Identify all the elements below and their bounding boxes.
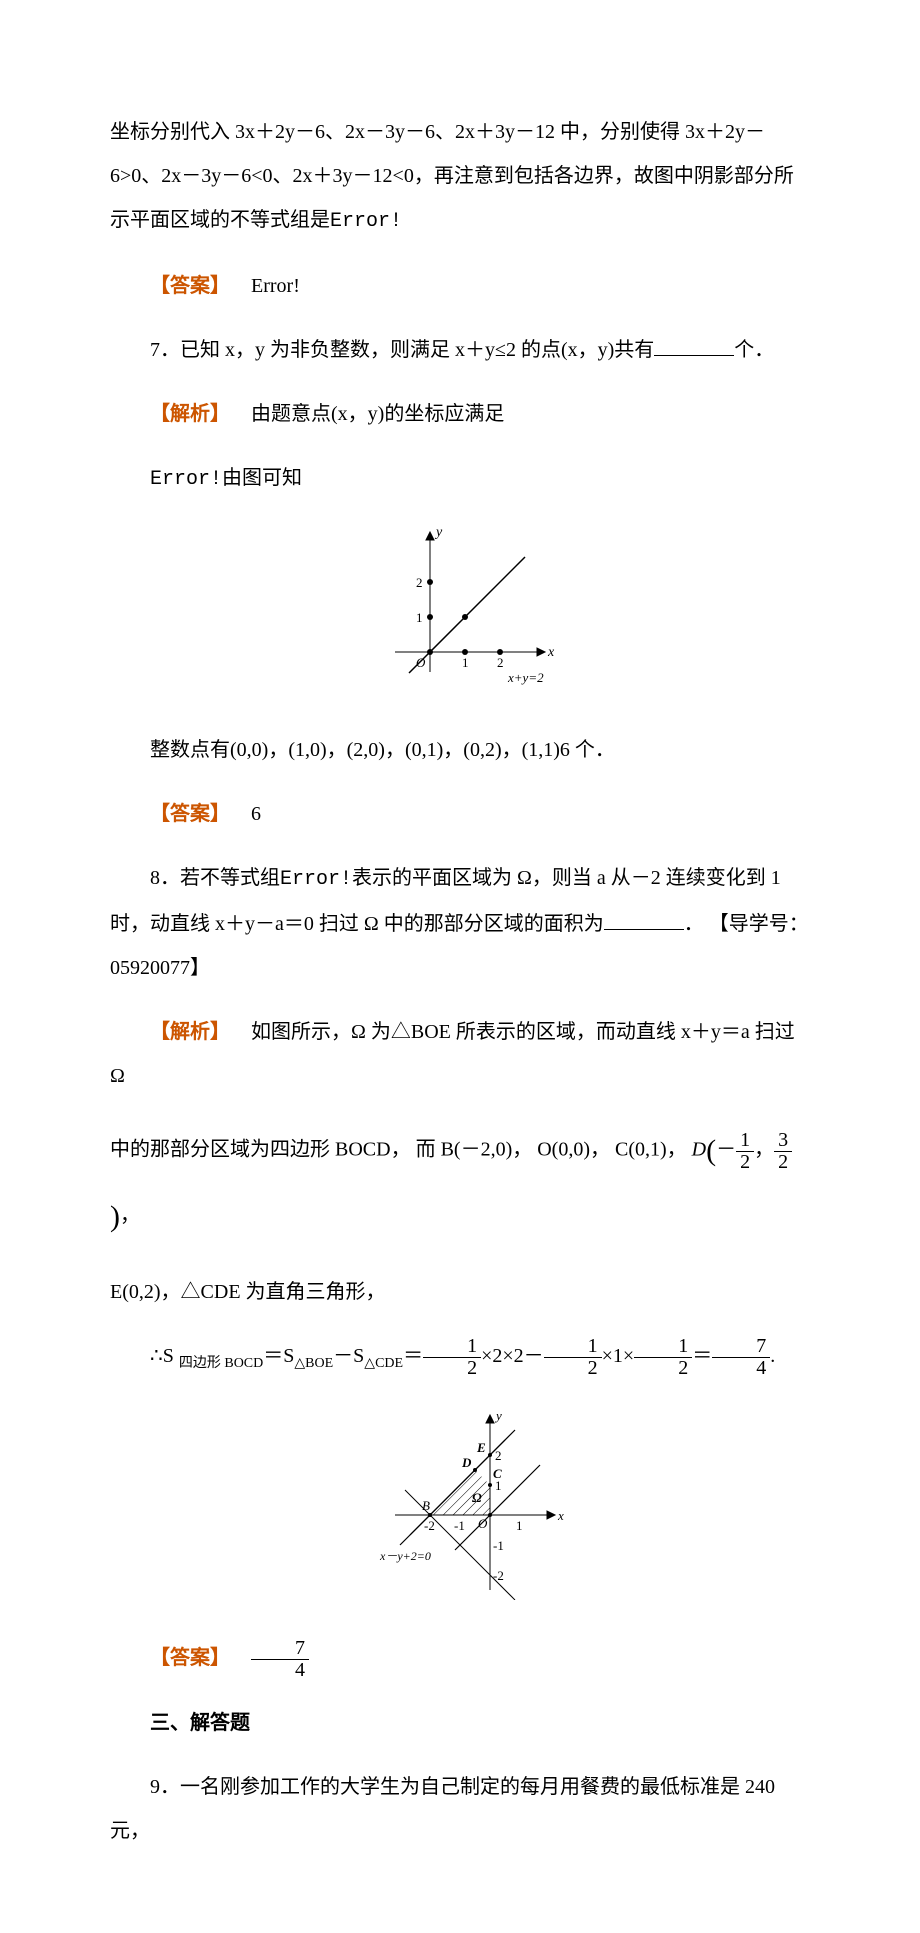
intro-error-1: Error! xyxy=(330,210,402,233)
svg-text:x: x xyxy=(557,1508,564,1523)
q8-figure: -2 -1 1 1 2 -1 -2 O x y B C D E Ω x－y+2=… xyxy=(110,1400,810,1616)
rparen-icon: ) xyxy=(110,1200,120,1233)
q8-D-y-frac: 32 xyxy=(774,1130,792,1173)
svg-text:x: x xyxy=(547,645,555,660)
svg-text:O: O xyxy=(478,1516,488,1531)
formula-sub1: 四边形 BOCD xyxy=(179,1356,263,1371)
intro-text: 坐标分别代入 3x＋2y－6、2x－3y－6、2x＋3y－12 中，分别使得 3… xyxy=(110,121,794,231)
q7-answer-value: 6 xyxy=(251,803,261,825)
svg-text:2: 2 xyxy=(416,575,423,590)
svg-text:C: C xyxy=(493,1466,502,1481)
svg-text:-2: -2 xyxy=(493,1568,504,1583)
svg-text:2: 2 xyxy=(497,655,504,670)
svg-text:-1: -1 xyxy=(454,1518,465,1533)
formula-t2: ×1× xyxy=(602,1345,635,1367)
svg-text:x+y=2: x+y=2 xyxy=(507,670,544,685)
q7-svg: x y O 1 2 1 2 x+y=2 xyxy=(350,522,570,692)
analysis-label: 【解析】 xyxy=(150,403,230,425)
formula-f3: 12 xyxy=(634,1336,692,1379)
formula-f2: 12 xyxy=(544,1336,602,1379)
q8-analysis-line1: 【解析】 如图所示，Ω 为△BOE 所表示的区域，而动直线 x＋y＝a 扫过 Ω xyxy=(110,1010,810,1098)
q7-error-line: Error!由图可知 xyxy=(110,456,810,502)
q8-answer-value: 74 xyxy=(251,1647,309,1669)
svg-text:E: E xyxy=(476,1440,486,1455)
q8-stem: 8．若不等式组Error!表示的平面区域为 Ω，则当 a 从－2 连续变化到 1… xyxy=(110,856,810,990)
svg-text:1: 1 xyxy=(462,655,469,670)
comma: ， xyxy=(754,1139,774,1161)
svg-text:y: y xyxy=(434,525,443,540)
q7-error: Error! xyxy=(150,468,222,491)
q8-D-prefix: D xyxy=(692,1139,706,1161)
q8-analysis-line2: 中的那部分区域为四边形 BOCD， 而 B(－2,0)， O(0,0)， C(0… xyxy=(110,1118,810,1250)
formula-lead: ∴S xyxy=(150,1345,179,1367)
q8-text-c: ． xyxy=(684,913,704,935)
q8-number: 8． xyxy=(150,867,180,889)
intro-answer-value: Error! xyxy=(251,275,300,297)
comma2: ， xyxy=(120,1205,140,1227)
q7-text-a: 已知 x，y 为非负整数，则满足 x＋y≤2 的点(x，y)共有 xyxy=(180,339,654,361)
svg-text:1: 1 xyxy=(516,1518,523,1533)
answer-label: 【答案】 xyxy=(150,1647,230,1669)
formula-sub2: △BOE xyxy=(294,1356,333,1371)
q7-answer-line: 【答案】 6 xyxy=(110,792,810,836)
svg-text:Ω: Ω xyxy=(472,1490,482,1505)
q8-blank xyxy=(604,909,684,930)
q7-text-b: 个． xyxy=(734,339,774,361)
q8-D-x-frac: 12 xyxy=(736,1130,754,1173)
q7-after-error: 由图可知 xyxy=(222,467,302,489)
q8-answer-line: 【答案】 74 xyxy=(110,1636,810,1681)
q7-figure: x y O 1 2 1 2 x+y=2 xyxy=(110,522,810,708)
formula-eq: ＝S xyxy=(263,1345,294,1367)
formula-t3: ＝ xyxy=(692,1345,712,1367)
svg-text:-1: -1 xyxy=(493,1538,504,1553)
formula-t1: ×2×2－ xyxy=(481,1345,544,1367)
q8-analysis-b: 中的那部分区域为四边形 BOCD， 而 B(－2,0)， O(0,0)， C(0… xyxy=(110,1139,687,1161)
q7-blank xyxy=(654,335,734,356)
q9-text: 一名刚参加工作的大学生为自己制定的每月用餐费的最低标准是 240 元， xyxy=(110,1776,775,1842)
q7-analysis-line: 【解析】 由题意点(x，y)的坐标应满足 xyxy=(110,392,810,436)
svg-text:1: 1 xyxy=(416,610,423,625)
svg-text:y: y xyxy=(494,1408,502,1423)
q8-analysis-line3: E(0,2)，△CDE 为直角三角形， xyxy=(110,1270,810,1314)
q9-number: 9． xyxy=(150,1776,180,1798)
analysis-label: 【解析】 xyxy=(150,1021,230,1043)
minus-sign: － xyxy=(716,1139,736,1161)
formula-f4: 74 xyxy=(712,1336,770,1379)
intro-para: 坐标分别代入 3x＋2y－6、2x－3y－6、2x＋3y－12 中，分别使得 3… xyxy=(110,110,810,244)
svg-text:x－y+2=0: x－y+2=0 xyxy=(379,1549,431,1563)
formula-minus: －S xyxy=(333,1345,364,1367)
section-3-title: 三、解答题 xyxy=(110,1701,810,1745)
q9-stem: 9．一名刚参加工作的大学生为自己制定的每月用餐费的最低标准是 240 元， xyxy=(110,1765,810,1853)
q7-stem: 7．已知 x，y 为非负整数，则满足 x＋y≤2 的点(x，y)共有 个． xyxy=(110,328,810,372)
formula-sub3: △CDE xyxy=(364,1356,403,1371)
q8-formula: ∴S 四边形 BOCD＝S△BOE－S△CDE＝12×2×2－12×1×12＝7… xyxy=(110,1334,810,1380)
answer-label: 【答案】 xyxy=(150,275,230,297)
q7-number: 7． xyxy=(150,339,180,361)
answer-label: 【答案】 xyxy=(150,803,230,825)
q8-text-a: 若不等式组 xyxy=(180,867,280,889)
q8-svg: -2 -1 1 1 2 -1 -2 O x y B C D E Ω x－y+2=… xyxy=(340,1400,580,1600)
lparen-icon: ( xyxy=(706,1134,716,1167)
formula-eq2: ＝ xyxy=(403,1345,423,1367)
svg-text:B: B xyxy=(422,1498,430,1513)
formula-f1: 12 xyxy=(423,1336,481,1379)
svg-text:-2: -2 xyxy=(424,1518,435,1533)
q8-error: Error! xyxy=(280,868,352,891)
svg-text:2: 2 xyxy=(495,1448,502,1463)
formula-t4: . xyxy=(770,1345,775,1367)
intro-answer-line: 【答案】 Error! xyxy=(110,264,810,308)
q7-analysis-text: 由题意点(x，y)的坐标应满足 xyxy=(251,403,504,425)
q7-conclusion: 整数点有(0,0)，(1,0)，(2,0)，(0,1)，(0,2)，(1,1)6… xyxy=(110,728,810,772)
svg-text:D: D xyxy=(461,1455,472,1470)
